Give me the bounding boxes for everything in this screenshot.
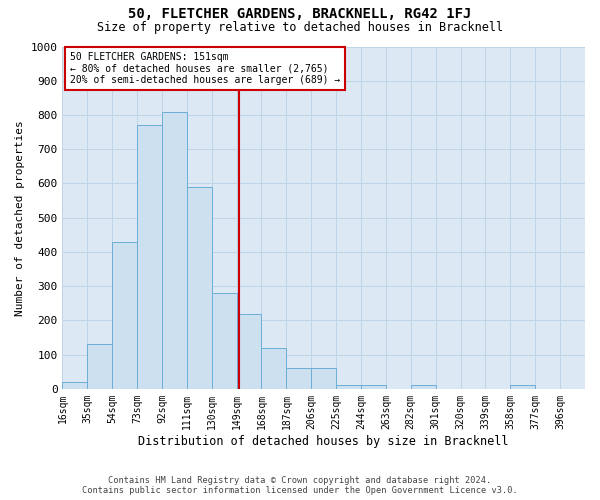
Text: Size of property relative to detached houses in Bracknell: Size of property relative to detached ho… xyxy=(97,21,503,34)
Bar xyxy=(62,382,88,389)
Text: 50, FLETCHER GARDENS, BRACKNELL, RG42 1FJ: 50, FLETCHER GARDENS, BRACKNELL, RG42 1F… xyxy=(128,8,472,22)
Bar xyxy=(212,293,236,389)
Bar xyxy=(311,368,336,389)
Bar xyxy=(88,344,112,389)
Text: 50 FLETCHER GARDENS: 151sqm
← 80% of detached houses are smaller (2,765)
20% of : 50 FLETCHER GARDENS: 151sqm ← 80% of det… xyxy=(70,52,341,85)
Bar xyxy=(262,348,286,389)
Bar xyxy=(112,242,137,389)
Bar xyxy=(162,112,187,389)
Y-axis label: Number of detached properties: Number of detached properties xyxy=(15,120,25,316)
X-axis label: Distribution of detached houses by size in Bracknell: Distribution of detached houses by size … xyxy=(139,434,509,448)
Bar xyxy=(411,386,436,389)
Bar xyxy=(187,187,212,389)
Bar xyxy=(361,386,386,389)
Bar xyxy=(236,314,262,389)
Text: Contains HM Land Registry data © Crown copyright and database right 2024.
Contai: Contains HM Land Registry data © Crown c… xyxy=(82,476,518,495)
Bar xyxy=(336,386,361,389)
Bar xyxy=(511,386,535,389)
Bar xyxy=(137,125,162,389)
Bar xyxy=(286,368,311,389)
